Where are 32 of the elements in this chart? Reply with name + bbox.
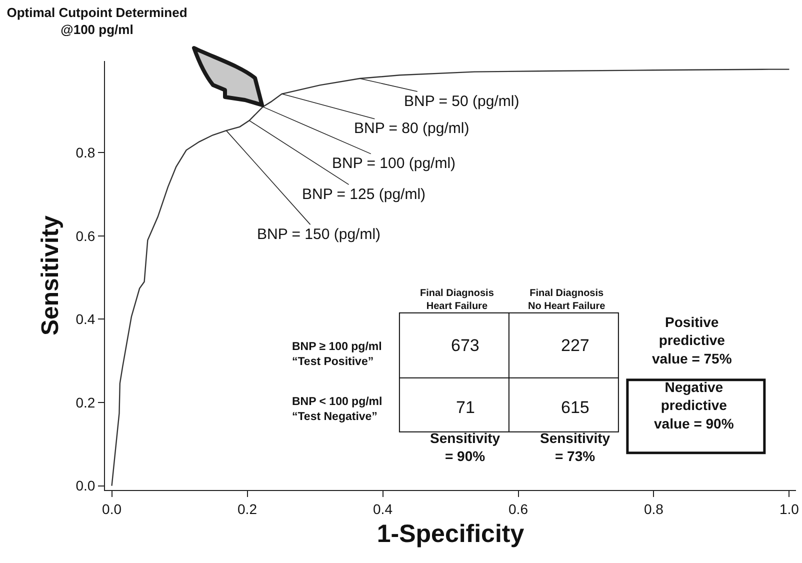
y-tick-label: 0.2 <box>76 394 96 410</box>
y-tick-label: 0.4 <box>76 311 96 328</box>
annotation: 227 <box>561 336 590 355</box>
annotation: Sensitivity = 90% <box>430 430 500 464</box>
annotation: BNP ≥ 100 pg/ml “Test Positive” <box>292 341 382 368</box>
annotation: BNP = 50 (pg/ml) <box>404 93 520 110</box>
y-tick-label: 0.0 <box>76 478 96 494</box>
x-tick-label: 0.8 <box>644 500 664 517</box>
line-series <box>111 68 790 486</box>
annotation: Negative predictive value = 90% <box>654 379 734 432</box>
annotation: BNP = 80 (pg/ml) <box>354 120 470 137</box>
annotation: BNP = 100 (pg/ml) <box>332 155 456 172</box>
annotation: BNP < 100 pg/ml “Test Negative” <box>292 396 382 423</box>
annotation: 71 <box>456 398 475 417</box>
x-tick-label: 1.0 <box>779 500 800 517</box>
x-tick-label: 0.0 <box>102 500 122 517</box>
annotation: BNP = 150 (pg/ml) <box>257 226 381 243</box>
y-tick-label: 0.8 <box>76 144 96 161</box>
annotation: Sensitivity = 73% <box>540 430 610 464</box>
annotation: 673 <box>451 336 480 355</box>
annotation: 615 <box>561 398 590 417</box>
chart-title: Optimal Cutpoint Determined @100 pg/ml <box>6 4 188 37</box>
annotation: BNP = 125 (pg/ml) <box>302 186 426 203</box>
x-tick-label: 0.6 <box>508 500 528 517</box>
x-tick-label: 0.2 <box>238 500 258 517</box>
annotation: Positive predictive value = 75% <box>652 314 732 366</box>
x-tick-label: 0.4 <box>373 500 393 517</box>
y-tick-label: 0.6 <box>76 228 96 244</box>
annotation: Final Diagnosis Heart Failure <box>420 288 494 312</box>
x-axis-title: 1-Specificity <box>376 520 524 548</box>
y-axis-title: Sensitivity <box>36 214 64 336</box>
annotation: Final Diagnosis No Heart Failure <box>528 288 606 312</box>
